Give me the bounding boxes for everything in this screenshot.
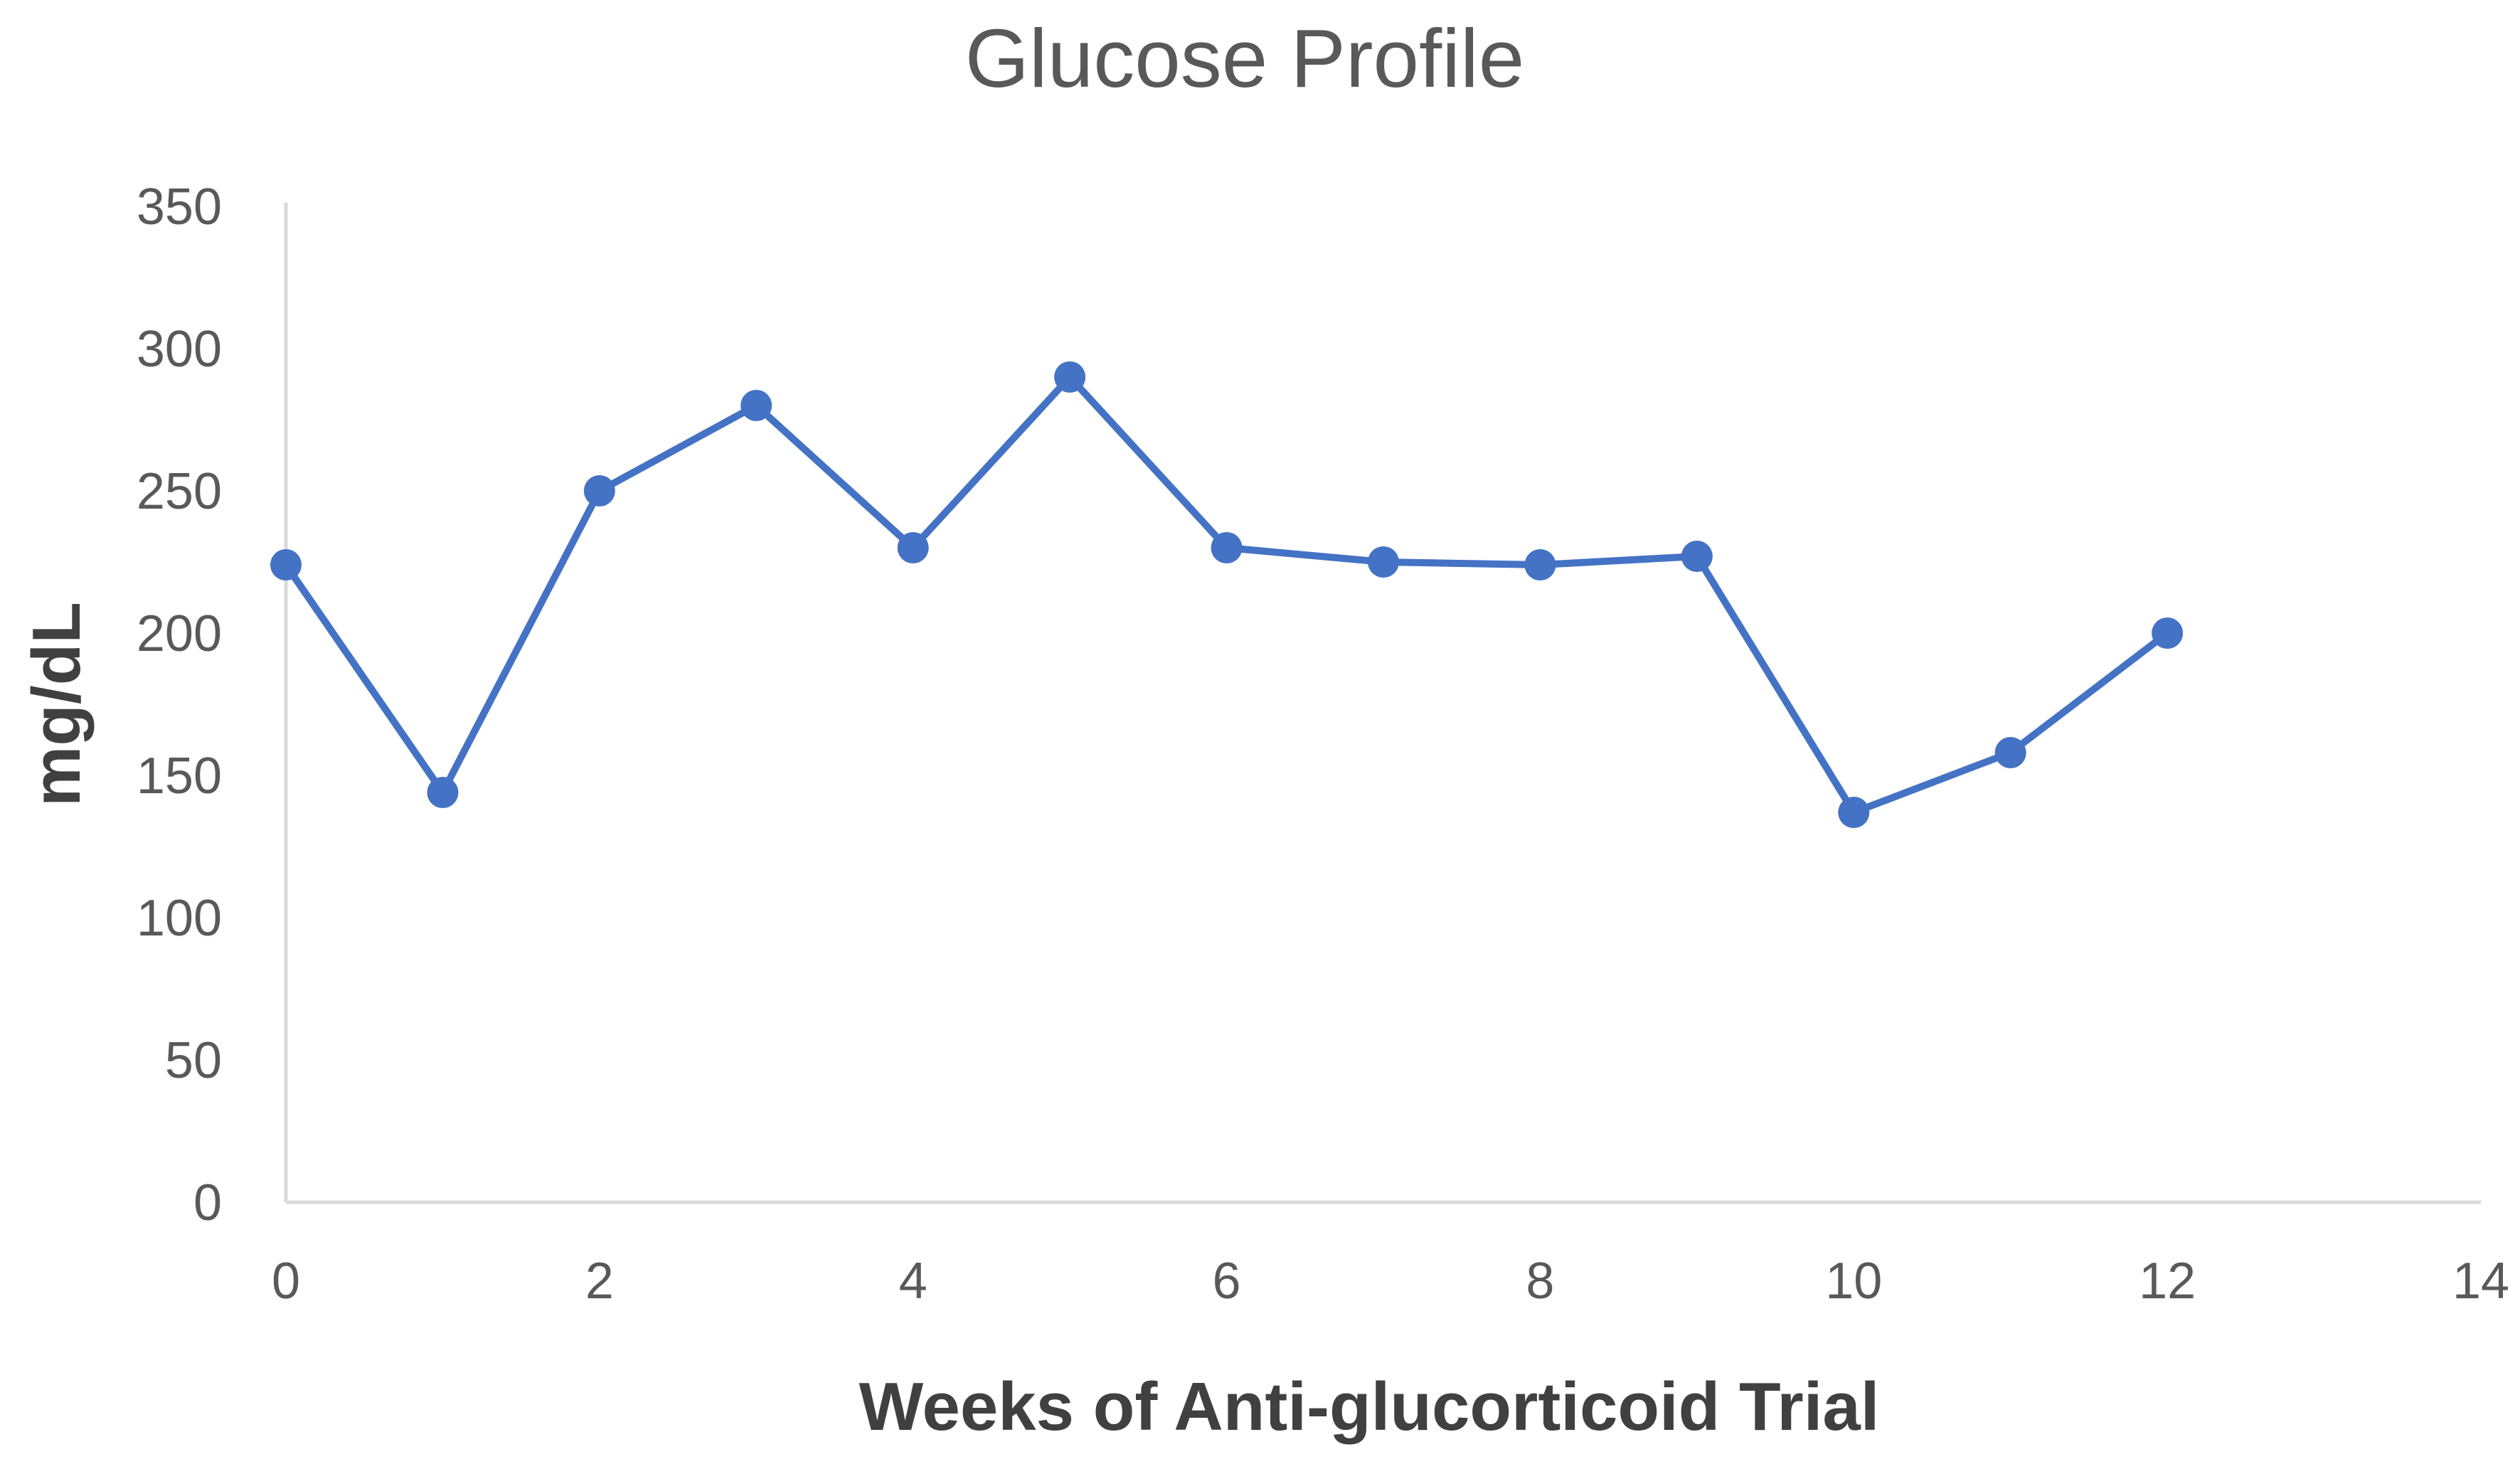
y-axis-ticks: 0 50 100 150 200 250 300 350 [137, 179, 222, 1231]
x-tick-label: 14 [2452, 1253, 2509, 1310]
data-point [270, 549, 302, 580]
data-point [1211, 532, 1243, 563]
data-point [583, 475, 615, 507]
data-point [1368, 546, 1399, 578]
data-point [2152, 617, 2184, 649]
y-tick-label: 250 [137, 463, 222, 520]
x-tick-label: 4 [899, 1253, 927, 1310]
x-tick-label: 8 [1526, 1253, 1554, 1310]
data-point [1524, 549, 1556, 580]
data-point [1681, 541, 1713, 572]
data-point [427, 777, 459, 808]
y-tick-label: 150 [137, 748, 222, 805]
y-tick-label: 200 [137, 605, 222, 662]
y-tick-label: 0 [193, 1174, 222, 1231]
data-point [740, 390, 772, 421]
series-line [282, 373, 2171, 816]
data-point [1054, 361, 1086, 393]
x-axis-ticks: 0 2 4 6 8 10 12 14 [272, 1253, 2509, 1310]
x-tick-label: 0 [272, 1253, 300, 1310]
x-tick-label: 6 [1213, 1253, 1241, 1310]
data-point [1838, 797, 1870, 828]
data-point [1994, 737, 2026, 768]
y-tick-label: 350 [137, 179, 222, 235]
series-layer [270, 361, 2184, 828]
y-tick-label: 300 [137, 321, 222, 378]
x-axis-title: Weeks of Anti-glucorticoid Trial [859, 1369, 1880, 1445]
y-axis-title: mg/dL [18, 602, 95, 807]
y-tick-label: 100 [137, 890, 222, 947]
x-tick-label: 10 [1825, 1253, 1882, 1310]
data-point [897, 532, 929, 563]
x-tick-label: 12 [2139, 1253, 2196, 1310]
y-tick-label: 50 [165, 1032, 222, 1089]
x-tick-label: 2 [585, 1253, 614, 1310]
chart-title: Glucose Profile [965, 12, 1525, 105]
